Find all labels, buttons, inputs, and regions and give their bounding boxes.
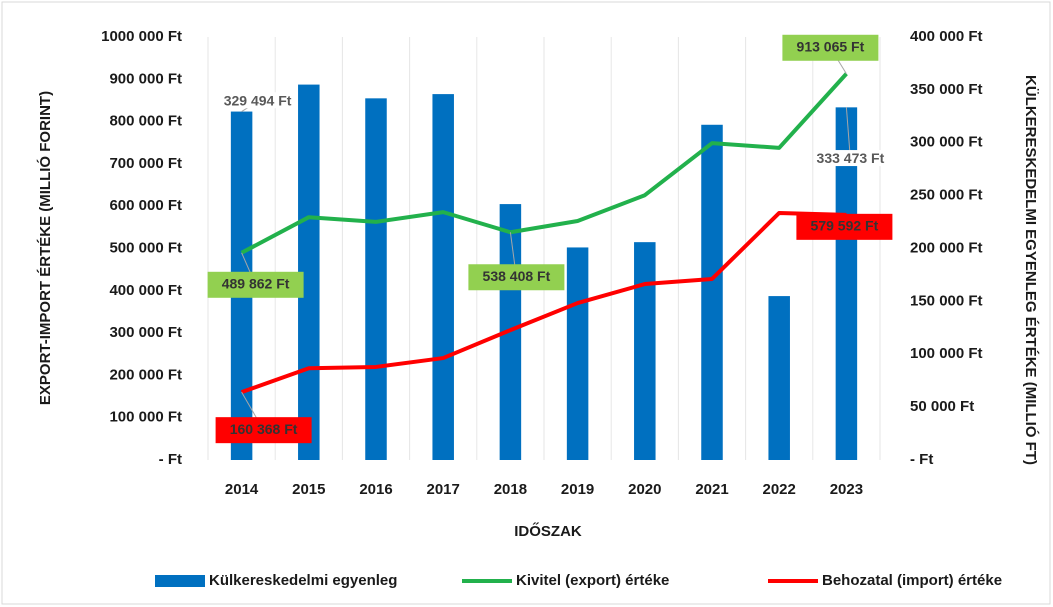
y2-tick-label: 400 000 Ft [910,28,983,45]
y-tick-label: 1000 000 Ft [101,28,182,45]
y-tick-label: 300 000 Ft [109,324,182,341]
data-label: 489 862 Ft [222,275,290,291]
y-tick-label: 900 000 Ft [109,70,182,87]
label-box [814,150,887,167]
legend-label: Behozatal (import) értéke [822,572,1002,589]
label-box [221,92,294,109]
bar [432,94,454,460]
x-tick-label: 2022 [763,481,796,498]
y-tick-label: 200 000 Ft [109,366,182,383]
x-tick-label: 2014 [225,481,259,498]
y2-tick-label: 50 000 Ft [910,398,974,415]
legend-label: Külkereskedelmi egyenleg [209,572,397,589]
data-label: 913 065 Ft [797,38,865,54]
label-box [215,417,312,444]
x-tick-label: 2015 [292,481,325,498]
label-box [468,264,565,291]
x-tick-label: 2017 [427,481,460,498]
label-box [207,271,304,298]
y2-axis-title: KÜLKERESKEDELMI EGYENLEG ÉRTÉKE (MILLIÓ … [1022,75,1040,465]
y2-tick-label: 150 000 Ft [910,292,983,309]
data-label: 538 408 Ft [483,268,551,284]
y-axis-title: EXPORT-IMPORT ÉRTÉKE (MILLIÓ FORINT) [36,91,54,405]
bar [701,124,723,461]
bar [835,107,858,461]
bar [365,98,387,461]
x-tick-label: 2021 [695,481,728,498]
line [240,210,847,395]
x-tick-label: 2023 [830,481,863,498]
data-label: 160 368 Ft [230,421,298,437]
y-tick-label: 400 000 Ft [109,282,182,299]
y-tick-label: 700 000 Ft [109,155,182,172]
bar [634,242,656,460]
bar [768,296,790,460]
y2-tick-label: 250 000 Ft [910,187,983,204]
y-tick-label: - Ft [159,451,182,468]
y-tick-label: 500 000 Ft [109,239,182,256]
x-tick-label: 2018 [494,481,527,498]
y2-tick-label: 200 000 Ft [910,239,983,256]
data-label: 329 494 Ft [224,92,292,108]
data-label: 333 473 Ft [817,150,885,166]
x-tick-label: 2020 [628,481,661,498]
y-tick-label: 100 000 Ft [109,409,182,426]
x-tick-label: 2016 [359,481,392,498]
y2-tick-label: 300 000 Ft [910,134,983,151]
legend-swatch [155,575,205,587]
label-box [796,213,893,240]
line [240,72,848,255]
y-tick-label: 600 000 Ft [109,197,182,214]
y2-tick-label: 100 000 Ft [910,345,983,362]
y2-tick-label: 350 000 Ft [910,81,983,98]
x-axis-title: IDŐSZAK [514,522,582,540]
y2-tick-label: - Ft [910,451,933,468]
data-label: 579 592 Ft [811,218,879,234]
bar [566,247,589,460]
label-box [782,34,879,61]
legend-label: Kivitel (export) értéke [516,572,669,589]
x-tick-label: 2019 [561,481,594,498]
y-tick-label: 800 000 Ft [109,113,182,130]
